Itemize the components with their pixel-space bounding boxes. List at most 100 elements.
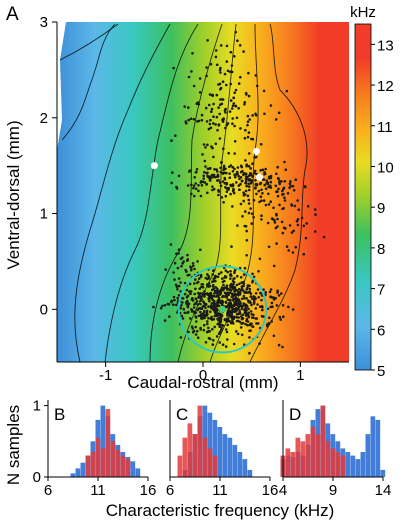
recording-site-dot [251, 272, 254, 276]
recording-site-dot [210, 107, 214, 111]
red-bar [335, 452, 341, 477]
recording-site-dot [216, 173, 220, 177]
y-tick-label: 3 [40, 14, 48, 31]
recording-site-dot [233, 140, 237, 143]
recording-site-dot [233, 175, 237, 179]
recording-site-dot [176, 288, 179, 291]
recording-site-dot [206, 273, 209, 276]
recording-site-dot [203, 159, 207, 163]
recording-site-dot [217, 272, 221, 276]
recording-site-dot [229, 164, 233, 167]
recording-site-dot [204, 341, 208, 344]
recording-site-dot [183, 105, 186, 108]
recording-site-dot [198, 91, 202, 94]
red-bar [325, 441, 331, 477]
recording-site-dot [228, 319, 231, 323]
recording-site-dot [314, 230, 317, 233]
recording-site-dot [203, 309, 206, 313]
recording-site-dot [252, 313, 255, 317]
recording-site-dot [275, 172, 278, 176]
recording-site-dot [212, 269, 215, 272]
recording-site-dot [246, 114, 250, 118]
recording-site-dot [187, 75, 191, 79]
recording-site-dot [296, 218, 300, 221]
recording-site-dot [233, 287, 237, 291]
recording-site-dot [261, 308, 264, 312]
blue-bar [232, 444, 238, 477]
recording-site-dot [212, 277, 215, 281]
recording-site-dot [239, 127, 242, 130]
recording-site-dot [248, 179, 251, 182]
recording-site-dot [225, 60, 229, 63]
recording-site-dot [243, 224, 246, 228]
recording-site-dot [263, 172, 267, 176]
recording-site-dot [223, 177, 227, 181]
recording-site-dot [262, 199, 266, 202]
recording-site-dot [233, 277, 236, 280]
recording-site-dot [243, 266, 247, 270]
hist-x-tick-label: 9 [329, 482, 337, 499]
recording-site-dot [228, 70, 232, 74]
recording-site-dot [224, 186, 227, 189]
y-tick-label: 1 [40, 206, 48, 223]
recording-site-dot [175, 303, 178, 307]
recording-site-dot [269, 295, 272, 299]
recording-site-dot [164, 268, 167, 271]
recording-site-dot [269, 176, 273, 180]
recording-site-dot [216, 287, 219, 291]
recording-site-dot [170, 181, 173, 185]
recording-site-dot [222, 118, 225, 121]
recording-site-dot [234, 30, 237, 34]
red-bar [310, 427, 316, 477]
recording-site-dot [242, 50, 245, 53]
recording-site-dot [216, 170, 219, 173]
recording-site-dot [225, 83, 228, 87]
recording-site-dot [278, 315, 282, 319]
panel-a-axes: -1 0 1 0 1 2 3 [40, 14, 349, 384]
recording-site-dot [236, 302, 240, 306]
frequency-map [57, 22, 349, 362]
recording-site-dot [223, 295, 226, 298]
red-bar [305, 434, 311, 477]
recording-site-dot [235, 316, 239, 319]
recording-site-dot [252, 199, 256, 202]
recording-site-dot [247, 202, 251, 205]
recording-site-dot [239, 302, 242, 306]
white-dot-1 [253, 147, 261, 155]
panel-a: A -1 0 1 0 1 2 3 Caudal-rostral (mm) Ventral-d… [4, 4, 349, 392]
blue-bar [247, 469, 253, 477]
recording-site-dot [230, 295, 234, 299]
colorbar-tick-label: 5 [377, 363, 385, 380]
recording-site-dot [179, 281, 182, 284]
recording-site-dot [190, 325, 194, 329]
recording-site-dot [217, 106, 220, 109]
recording-site-dot [305, 222, 309, 225]
recording-site-dot [267, 203, 271, 206]
recording-site-dot [247, 94, 251, 98]
recording-site-dot [283, 160, 286, 164]
recording-site-dot [201, 153, 204, 156]
recording-site-dot [231, 122, 234, 125]
recording-site-dot [215, 63, 219, 67]
recording-site-dot [248, 287, 252, 291]
recording-site-dot [244, 322, 247, 326]
recording-site-dot [244, 159, 247, 162]
recording-site-dot [235, 313, 239, 316]
recording-site-dot [229, 277, 232, 280]
recording-site-dot [210, 305, 213, 309]
recording-site-dot [193, 282, 196, 285]
recording-site-dot [258, 257, 262, 261]
hist-y-tick-label: 0 [33, 469, 41, 486]
recording-site-dot [238, 188, 241, 191]
recording-site-dot [275, 212, 278, 216]
hist-x-tick-label: 11 [212, 482, 228, 499]
recording-site-dot [236, 166, 240, 169]
recording-site-dot [233, 91, 236, 94]
recording-site-dot [210, 288, 214, 292]
recording-site-dot [214, 142, 218, 146]
recording-site-dot [199, 180, 203, 183]
recording-site-dot [197, 103, 200, 106]
recording-site-dot [213, 168, 216, 171]
recording-site-dot [240, 297, 244, 301]
recording-site-dot [190, 308, 193, 311]
